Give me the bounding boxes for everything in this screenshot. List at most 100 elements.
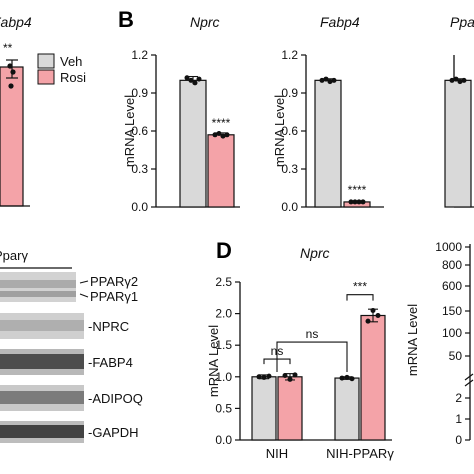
chart-title: Fabp4 — [320, 14, 360, 30]
data-point — [457, 79, 463, 85]
axis-break — [464, 379, 474, 387]
panel-c-partial: Pparγ PPARγ2 PPARγ1 -NPRC -FABP4 -ADIPOQ… — [0, 248, 143, 443]
axis-break — [464, 373, 474, 381]
bar-veh — [179, 79, 207, 208]
data-point — [292, 372, 298, 378]
panel-a-point — [7, 63, 13, 69]
chart-b-ppar-partial: Ppa — [444, 14, 474, 208]
data-point — [449, 77, 455, 83]
y-tick-label: 50 — [449, 349, 463, 363]
x-tick-label: NIH — [266, 446, 288, 461]
bar-veh — [251, 376, 277, 441]
y-tick-label: 0.6 — [281, 124, 298, 138]
y-tick-label: 0.0 — [281, 200, 298, 214]
y-tick-label: 150 — [442, 304, 462, 318]
y-tick-label: 2.0 — [215, 307, 232, 321]
panel-a-point — [10, 69, 16, 75]
y-tick-label: 0.9 — [281, 86, 298, 100]
data-point — [216, 131, 222, 137]
blot-title: Pparγ — [0, 248, 28, 263]
y-tick-label: 0.6 — [131, 124, 148, 138]
chart-title: Ppa — [450, 14, 474, 30]
y-tick-label: 100 — [442, 326, 462, 340]
bar-rosi — [207, 134, 235, 208]
chart-title: Nprc — [190, 14, 220, 30]
data-point — [327, 79, 333, 85]
data-point — [287, 376, 293, 382]
panel-a-sig: ** — [3, 41, 13, 55]
sig-ppar-label: *** — [353, 280, 367, 294]
blot-label-adipoq: -ADIPOQ — [88, 391, 143, 406]
sig-vehicle-label: ns — [306, 327, 319, 341]
y-tick-label: 0.3 — [281, 162, 298, 176]
y-axis-label: mRNA Level — [122, 95, 137, 167]
panel-a-partial: Fabp4 ** — [0, 14, 32, 207]
y-tick-label: 600 — [442, 279, 462, 293]
data-point — [352, 199, 358, 205]
chart-b-fabp4: Fabp4 0.0 0.3 0.6 0.9 1.2 mRNA Level **** — [272, 14, 384, 214]
data-point — [212, 132, 218, 138]
data-point — [261, 374, 267, 380]
y-tick-label: 2.5 — [215, 275, 232, 289]
data-point — [323, 76, 329, 82]
y-tick-label: 1000 — [435, 240, 462, 254]
y-tick-label: 0.5 — [215, 401, 232, 415]
data-point — [282, 373, 288, 379]
data-point — [453, 76, 459, 82]
chart-b-nprc: Nprc 0.0 0.3 0.6 0.9 1.2 mRNA Level **** — [122, 14, 240, 214]
y-tick-label: 1.2 — [131, 48, 148, 62]
data-point — [196, 76, 202, 82]
chart-d-right-partial: 0 1 2 50 100 150 600 800 1000 mRNA Level — [405, 240, 474, 447]
significance-stars: **** — [348, 183, 367, 197]
significance-stars: **** — [212, 116, 231, 130]
data-point — [184, 75, 190, 81]
legend-rosi-label: Rosi — [60, 70, 86, 85]
sig-vehicle-bracket — [276, 341, 348, 373]
data-point — [220, 133, 226, 139]
y-tick-label: 1.2 — [281, 48, 298, 62]
legend-veh-swatch — [37, 53, 55, 69]
y-tick-label: 0.0 — [131, 200, 148, 214]
data-point — [266, 373, 272, 379]
data-point — [331, 77, 337, 83]
data-point — [349, 376, 355, 382]
y-tick-label: 800 — [442, 258, 462, 272]
data-point — [370, 307, 376, 313]
y-axis-label: mRNA Level — [206, 325, 221, 397]
blot-label-ppar1: PPARγ1 — [90, 289, 138, 304]
panel-a-point — [8, 83, 14, 89]
data-point — [256, 374, 262, 380]
sig-ppar-bracket — [346, 294, 374, 301]
data-point — [188, 77, 194, 83]
y-tick-label: 0.3 — [131, 162, 148, 176]
y-tick-label: 0.9 — [131, 86, 148, 100]
legend: Veh Rosi — [37, 53, 86, 85]
legend-veh-label: Veh — [60, 54, 82, 69]
bar-rosi — [360, 314, 386, 441]
legend-rosi-swatch — [37, 69, 55, 85]
chart-title: Nprc — [300, 245, 330, 261]
panel-a-title: Fabp4 — [0, 14, 32, 30]
bar-veh — [444, 79, 472, 208]
blot-label-gapdh: -GAPDH — [88, 425, 139, 440]
y-tick-label: 0.0 — [215, 433, 232, 447]
y-tick-label: 2 — [455, 391, 462, 405]
data-point — [339, 375, 345, 381]
data-point — [319, 77, 325, 83]
data-point — [360, 199, 366, 205]
blot-label-fabp4: -FABP4 — [88, 355, 133, 370]
x-tick-label: NIH-PPARγ — [326, 446, 394, 461]
blot-label-ppar2: PPARγ2 — [90, 274, 138, 289]
data-point — [461, 77, 467, 83]
y-tick-label: 0 — [455, 433, 462, 447]
data-point — [356, 199, 362, 205]
data-point — [192, 80, 198, 86]
bar-rosi — [277, 376, 303, 441]
data-point — [365, 318, 371, 324]
data-point — [348, 199, 354, 205]
panel-b-letter: B — [118, 7, 134, 32]
bar-veh — [314, 79, 342, 208]
y-axis-label: mRNA Level — [272, 95, 287, 167]
data-point — [224, 132, 230, 138]
